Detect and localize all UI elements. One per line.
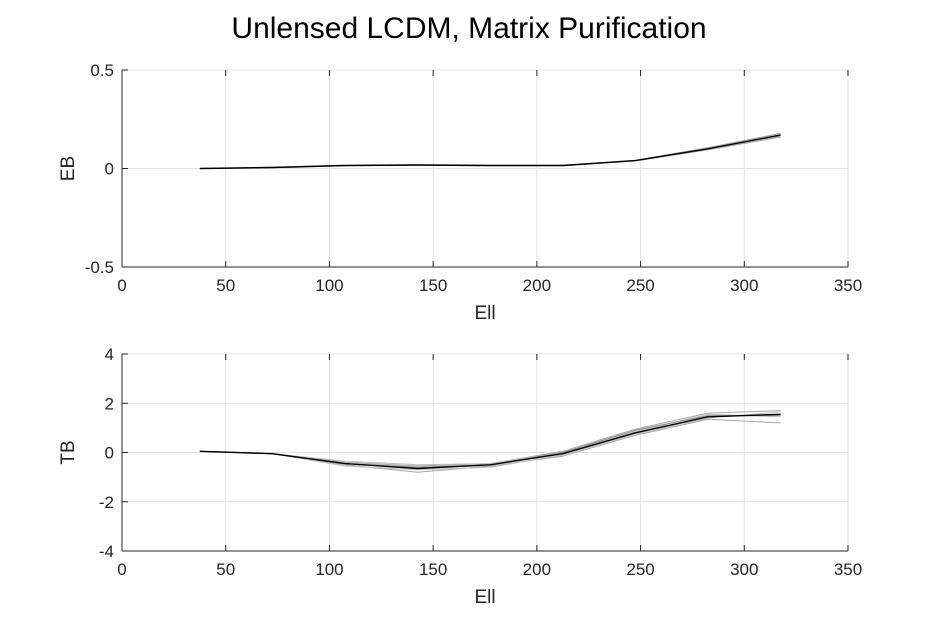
- tb-x-tick-label: 0: [117, 560, 126, 579]
- tb-x-tick-label: 150: [419, 560, 447, 579]
- tb-y-tick-label: 4: [105, 345, 114, 364]
- eb-y-tick-label: 0: [105, 160, 114, 179]
- tb-x-tick-label: 300: [730, 560, 758, 579]
- eb-y-axis-label: EB: [58, 156, 79, 181]
- tb-y-tick-label: 2: [105, 394, 114, 413]
- tb-x-tick-label: 100: [315, 560, 343, 579]
- tb-y-tick-label: 0: [105, 444, 114, 463]
- eb-x-tick-label: 250: [626, 276, 654, 295]
- eb-x-tick-label: 50: [216, 276, 235, 295]
- eb-x-tick-label: 200: [523, 276, 551, 295]
- tb-series-line-0: [199, 413, 781, 470]
- eb-y-tick-label: -0.5: [85, 258, 114, 277]
- tb-x-tick-label: 50: [216, 560, 235, 579]
- eb-y-tick-label: 0.5: [90, 61, 114, 80]
- tb-x-tick-label: 200: [523, 560, 551, 579]
- eb-x-tick-label: 300: [730, 276, 758, 295]
- tb-x-tick-label: 250: [626, 560, 654, 579]
- tb-x-axis-label: Ell: [474, 587, 495, 608]
- tb-y-tick-label: -4: [99, 542, 114, 561]
- figure-title: Unlensed LCDM, Matrix Purification: [231, 12, 707, 45]
- eb-x-tick-label: 150: [419, 276, 447, 295]
- eb-series-line-0: [199, 134, 781, 170]
- tb-y-axis-label: TB: [58, 440, 79, 464]
- tb-x-tick-label: 350: [834, 560, 862, 579]
- eb-x-tick-label: 350: [834, 276, 862, 295]
- tb-series-line-4: [199, 411, 781, 471]
- eb-x-tick-label: 0: [117, 276, 126, 295]
- tb-y-tick-label: -2: [99, 493, 114, 512]
- eb-x-tick-label: 100: [315, 276, 343, 295]
- eb-x-axis-label: Ell: [474, 303, 495, 324]
